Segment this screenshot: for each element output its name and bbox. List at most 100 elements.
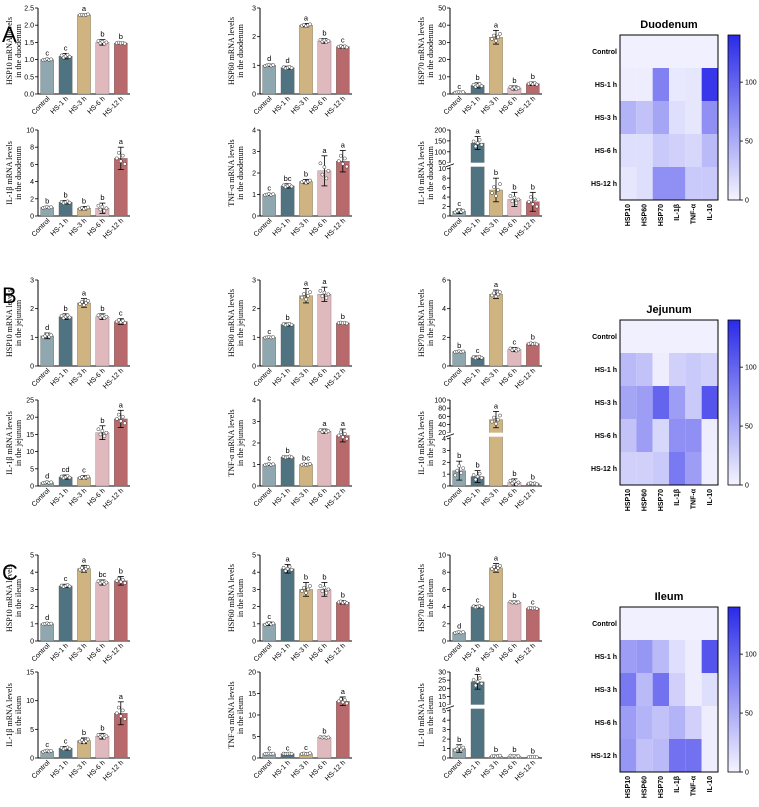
y-tick-label: 40 <box>438 23 446 30</box>
significance-letter: b <box>476 73 480 82</box>
data-point <box>116 150 121 155</box>
bar <box>317 737 332 759</box>
y-tick-label: 0 <box>442 639 446 646</box>
bar <box>280 324 295 367</box>
data-point <box>344 701 349 706</box>
significance-letter: c <box>457 199 461 208</box>
data-point <box>289 455 294 460</box>
y-tick-label: 2 <box>442 460 446 467</box>
data-point <box>300 295 304 300</box>
bar <box>489 567 503 642</box>
y-tick-label: 10 <box>26 698 34 705</box>
x-tick-label: HS-3 h <box>290 759 310 779</box>
data-point <box>475 141 480 145</box>
significance-letter: c <box>45 49 49 58</box>
y-axis-label-line: HSP60 mRNA levels <box>227 564 236 632</box>
heatmap-col-label: IL-10 <box>707 776 714 792</box>
heatmap-cell <box>652 739 669 772</box>
data-point <box>271 462 276 467</box>
data-point <box>271 192 276 197</box>
data-point <box>514 201 519 205</box>
significance-letter: c <box>267 743 271 752</box>
bar <box>58 316 73 367</box>
x-tick-label: HS-12 h <box>324 759 347 782</box>
y-axis-label-line: HSP60 mRNA levels <box>227 17 236 85</box>
y-axis-label-line: in the duodenum <box>14 145 23 200</box>
significance-letter: b <box>82 728 86 737</box>
significance-letter: c <box>476 595 480 604</box>
data-point <box>471 139 476 144</box>
significance-letter: d <box>457 622 461 631</box>
data-point <box>344 164 349 169</box>
heatmap-cell <box>652 101 669 134</box>
bar <box>336 435 350 487</box>
significance-letter: b <box>322 727 326 736</box>
heatmap-cell <box>652 673 669 706</box>
heatmap-col-label: HSP10 <box>625 776 632 798</box>
data-point <box>67 475 72 480</box>
significance-letter: c <box>531 597 535 606</box>
significance-letter: a <box>476 664 481 673</box>
data-point <box>512 195 517 200</box>
y-tick-label: 0 <box>30 214 34 221</box>
significance-letter: c <box>267 612 271 621</box>
y-axis-label-line: in the ileum <box>14 578 23 617</box>
data-point <box>104 734 109 739</box>
y-axis-label: IL-1β mRNA levelsin the ileum <box>5 683 23 747</box>
significance-letter: b <box>531 182 535 191</box>
significance-letter: b <box>100 304 104 313</box>
y-tick-label: 20 <box>248 670 256 677</box>
x-tick-label: HS-12 h <box>324 367 347 390</box>
bar <box>470 681 485 759</box>
data-point <box>86 565 90 569</box>
heatmap-row-label: HS-6 h <box>595 148 617 155</box>
y-axis-label: HSP70 mRNA levelsin the jejunum <box>417 289 435 357</box>
y-tick-label: 10 <box>438 166 446 173</box>
heatmap-cell <box>669 452 686 485</box>
y-axis-label-line: IL-1β mRNA levels <box>5 683 14 747</box>
data-point <box>67 746 72 751</box>
y-tick-label: 0 <box>30 639 34 646</box>
bar <box>114 321 128 367</box>
axis-break-mark <box>445 433 455 438</box>
y-tick-label: 2 <box>442 204 446 211</box>
data-point <box>320 172 325 177</box>
significance-letter: a <box>119 400 124 409</box>
heatmap-cell <box>669 134 686 167</box>
data-point <box>308 751 312 756</box>
data-point <box>100 205 105 209</box>
y-axis-label: IL-10 mRNA levelsin the duodenum <box>417 141 435 205</box>
data-point <box>479 681 484 686</box>
significance-letter: a <box>341 419 346 428</box>
bar <box>317 589 332 642</box>
data-point <box>104 580 109 585</box>
bar <box>299 25 313 95</box>
heatmap-col-label: HSP60 <box>642 489 649 511</box>
data-point <box>326 735 331 740</box>
significance-letter: c <box>267 327 271 336</box>
y-axis-label-line: in the ileum <box>14 695 23 734</box>
heatmap-cell <box>701 452 718 485</box>
y-axis-label-line: IL-1β mRNA levels <box>5 141 14 205</box>
y-axis-label-line: IL-10 mRNA levels <box>417 141 426 205</box>
significance-letter: c <box>476 346 480 355</box>
colorbar-tick-label: 0 <box>745 483 749 490</box>
data-point <box>67 200 72 205</box>
y-tick-label: 4 <box>442 436 446 443</box>
data-point <box>336 433 341 438</box>
data-point <box>326 169 331 173</box>
heatmap-cell <box>652 320 669 353</box>
bar <box>317 431 332 487</box>
y-tick-label: 0 <box>252 639 256 646</box>
data-point <box>114 711 119 716</box>
y-tick-label: 50 <box>438 6 446 13</box>
data-point <box>102 208 107 213</box>
data-point <box>289 567 294 572</box>
y-tick-label: 1.5 <box>24 40 34 47</box>
data-point <box>67 54 72 59</box>
y-axis-label: TNF-α mRNA levelsin the ileum <box>227 681 245 748</box>
y-axis-label-line: in the jejunum <box>236 419 245 466</box>
heatmap-cell <box>636 353 653 386</box>
